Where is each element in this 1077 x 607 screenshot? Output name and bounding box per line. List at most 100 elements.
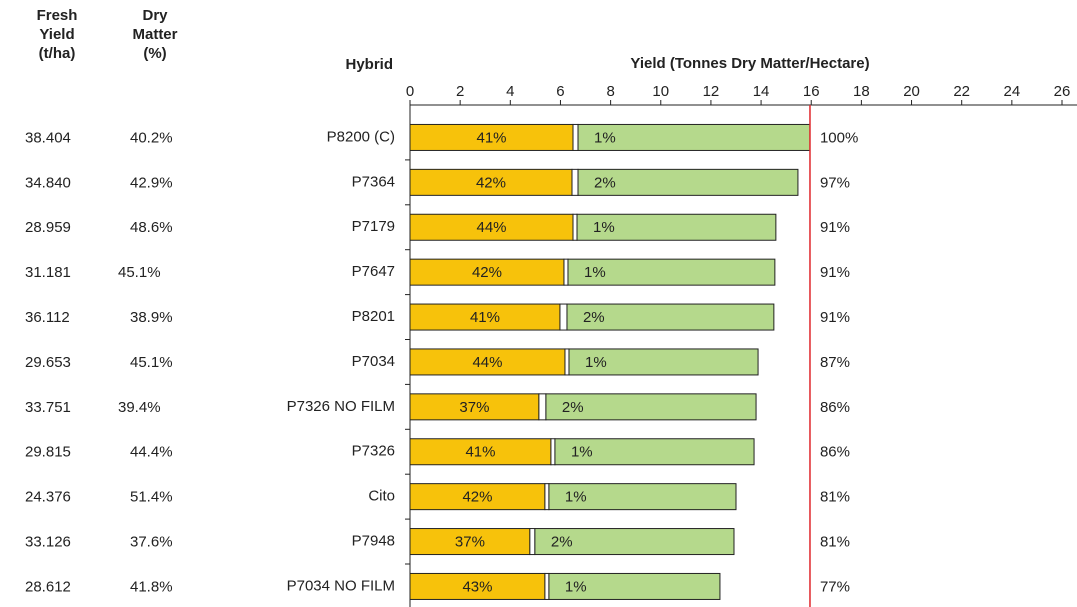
bar-segment bbox=[409, 483, 546, 511]
chart-title: Yield (Tonnes Dry Matter/Hectare) bbox=[630, 55, 869, 72]
bar-segment bbox=[572, 213, 578, 241]
segment-label: 42% bbox=[476, 174, 506, 191]
column-header: (%) bbox=[143, 45, 166, 62]
segment-label: 1% bbox=[571, 444, 593, 461]
dry-matter: 38.9% bbox=[130, 309, 173, 326]
column-header: (t/ha) bbox=[39, 45, 76, 62]
column-header: Fresh bbox=[37, 7, 78, 24]
dry-matter: 45.1% bbox=[118, 264, 161, 281]
relative-label: 87% bbox=[820, 354, 850, 371]
dry-matter: 51.4% bbox=[130, 489, 173, 506]
segment-label: 42% bbox=[462, 489, 492, 506]
segment-label: 44% bbox=[476, 219, 506, 236]
fresh-yield: 31.181 bbox=[25, 264, 71, 281]
bar-segment bbox=[577, 168, 799, 196]
fresh-yield: 34.840 bbox=[25, 174, 71, 191]
relative-label: 81% bbox=[820, 489, 850, 506]
category-label: P7647 bbox=[352, 263, 395, 280]
category-label: P8201 bbox=[352, 308, 395, 325]
segment-label: 44% bbox=[472, 354, 502, 371]
relative-label: 86% bbox=[820, 444, 850, 461]
relative-label: 97% bbox=[820, 174, 850, 191]
bar-segment bbox=[554, 438, 755, 466]
relative-label: 100% bbox=[820, 129, 858, 146]
dry-matter: 48.6% bbox=[130, 219, 173, 236]
bar-segment bbox=[563, 258, 569, 286]
dry-matter: 41.8% bbox=[130, 578, 173, 595]
segment-label: 1% bbox=[565, 578, 587, 595]
bar-segment bbox=[550, 438, 556, 466]
bar-segment bbox=[544, 572, 550, 600]
segment-label: 42% bbox=[472, 264, 502, 281]
x-tick-label: 8 bbox=[606, 83, 614, 100]
bar-segment bbox=[409, 393, 540, 421]
bar-segment bbox=[409, 123, 574, 151]
bar-segment bbox=[576, 213, 777, 241]
bar-segment bbox=[568, 348, 759, 376]
x-tick-label: 24 bbox=[1004, 83, 1021, 100]
bar-segment bbox=[544, 483, 550, 511]
segment-label: 43% bbox=[462, 578, 492, 595]
x-tick-label: 16 bbox=[803, 83, 820, 100]
category-label: P7364 bbox=[352, 173, 395, 190]
fresh-yield: 28.612 bbox=[25, 578, 71, 595]
segment-label: 41% bbox=[470, 309, 500, 326]
bar-segment bbox=[409, 528, 531, 556]
x-tick-label: 2 bbox=[456, 83, 464, 100]
segment-label: 2% bbox=[594, 174, 616, 191]
bar-segment bbox=[409, 348, 566, 376]
bar-segment bbox=[577, 123, 811, 151]
bar-segment bbox=[548, 483, 737, 511]
bar-segment bbox=[567, 258, 776, 286]
x-tick-label: 18 bbox=[853, 83, 870, 100]
category-label: P7326 bbox=[352, 443, 395, 460]
bar-segment bbox=[409, 572, 546, 600]
bar-segment bbox=[534, 528, 735, 556]
segment-label: 1% bbox=[594, 129, 616, 146]
x-tick-label: 26 bbox=[1054, 83, 1071, 100]
segment-label: 1% bbox=[585, 354, 607, 371]
relative-label: 91% bbox=[820, 219, 850, 236]
dry-matter: 40.2% bbox=[130, 129, 173, 146]
x-tick-label: 4 bbox=[506, 83, 514, 100]
segment-label: 1% bbox=[593, 219, 615, 236]
fresh-yield: 33.126 bbox=[25, 534, 71, 551]
dry-matter: 42.9% bbox=[130, 174, 173, 191]
bar-segment bbox=[409, 438, 552, 466]
column-header: Yield bbox=[39, 26, 74, 43]
fresh-yield: 29.815 bbox=[25, 444, 71, 461]
segment-label: 2% bbox=[551, 534, 573, 551]
x-tick-label: 22 bbox=[953, 83, 970, 100]
bar-segment bbox=[548, 572, 721, 600]
category-label: P7034 bbox=[352, 353, 395, 370]
bar-segment bbox=[529, 528, 536, 556]
segment-label: 1% bbox=[565, 489, 587, 506]
category-label: P7948 bbox=[352, 533, 395, 550]
fresh-yield: 38.404 bbox=[25, 129, 71, 146]
dry-matter: 37.6% bbox=[130, 534, 173, 551]
segment-label: 2% bbox=[562, 399, 584, 416]
column-header: Matter bbox=[132, 26, 177, 43]
category-header: Hybrid bbox=[345, 56, 393, 73]
category-label: P8200 (C) bbox=[327, 128, 395, 145]
bar-segment bbox=[566, 303, 775, 331]
segment-label: 37% bbox=[459, 399, 489, 416]
relative-label: 86% bbox=[820, 399, 850, 416]
bar-segment bbox=[572, 123, 579, 151]
relative-label: 91% bbox=[820, 309, 850, 326]
segment-label: 2% bbox=[583, 309, 605, 326]
category-label: P7034 NO FILM bbox=[287, 577, 395, 594]
segment-label: 37% bbox=[455, 534, 485, 551]
category-label: Cito bbox=[368, 488, 395, 505]
column-header: Dry bbox=[142, 7, 168, 24]
category-label: P7179 bbox=[352, 218, 395, 235]
segment-label: 41% bbox=[476, 129, 506, 146]
relative-label: 77% bbox=[820, 578, 850, 595]
dry-matter: 45.1% bbox=[130, 354, 173, 371]
category-label: P7326 NO FILM bbox=[287, 398, 395, 415]
bar-segment bbox=[409, 168, 573, 196]
dry-matter: 39.4% bbox=[118, 399, 161, 416]
fresh-yield: 36.112 bbox=[25, 309, 70, 326]
fresh-yield: 29.653 bbox=[25, 354, 71, 371]
